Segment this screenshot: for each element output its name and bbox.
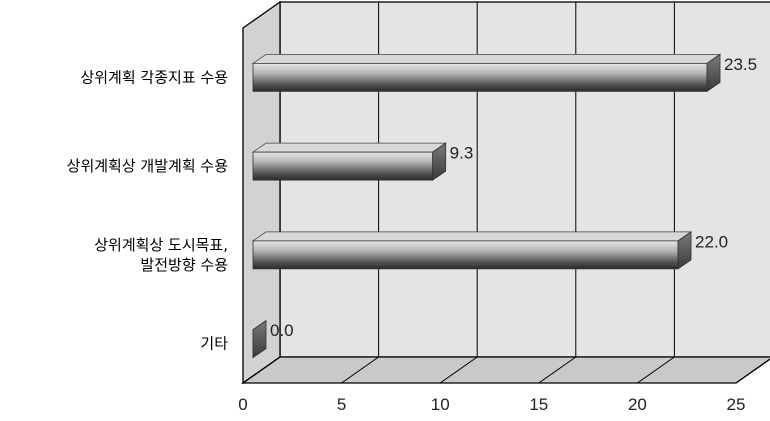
bar-end [677, 231, 692, 270]
floor-gridline [341, 356, 379, 384]
bar-front [252, 62, 708, 92]
floor-gridline [538, 356, 577, 384]
category-label-line: 상위계획상 개발계획 수용 [67, 157, 228, 175]
category-label-line: 기타 [200, 334, 228, 352]
bar [251, 231, 693, 270]
bar-end [252, 319, 267, 359]
value-label: 23.5 [724, 55, 757, 74]
category-label-line: 상위계획상 도시목표, [94, 235, 228, 253]
bar-end [432, 142, 447, 181]
category-label: 기타 [200, 334, 228, 352]
value-label: 22.0 [695, 232, 728, 251]
x-tick-label: 25 [727, 395, 746, 414]
x-tick-label: 0 [238, 395, 247, 414]
x-tick-label: 5 [337, 395, 346, 414]
category-label-line: 상위계획 각종지표 수용 [80, 68, 228, 86]
category-label: 상위계획상 개발계획 수용 [67, 157, 228, 175]
bar-end [706, 53, 721, 93]
floor-gridline [439, 356, 478, 384]
floor-gridline [637, 356, 675, 384]
floor [240, 356, 770, 384]
floor-gridline [242, 356, 281, 384]
category-label: 상위계획상 도시목표, 발전방향 수용 [94, 235, 228, 273]
bar [251, 53, 722, 93]
value-labels: 23.5 9.3 22.0 0.0 [270, 55, 757, 340]
x-tick-label: 15 [529, 395, 548, 414]
bar-front [252, 151, 434, 181]
bar-top [251, 53, 722, 64]
category-label: 상위계획 각종지표 수용 [80, 68, 228, 86]
bar-front [252, 240, 679, 270]
bars-group [251, 53, 722, 359]
value-label: 0.0 [270, 321, 294, 340]
bar-top [251, 142, 447, 153]
category-label-line: 발전방향 수용 [140, 255, 228, 273]
x-tick-labels: 0 5 10 15 20 25 [238, 395, 745, 414]
value-label: 9.3 [450, 144, 474, 163]
bar [252, 319, 267, 359]
bar-top [251, 231, 693, 242]
x-tick-label: 10 [431, 395, 450, 414]
bar [251, 142, 447, 181]
x-tick-label: 20 [628, 395, 647, 414]
floor-gridline [735, 358, 770, 384]
